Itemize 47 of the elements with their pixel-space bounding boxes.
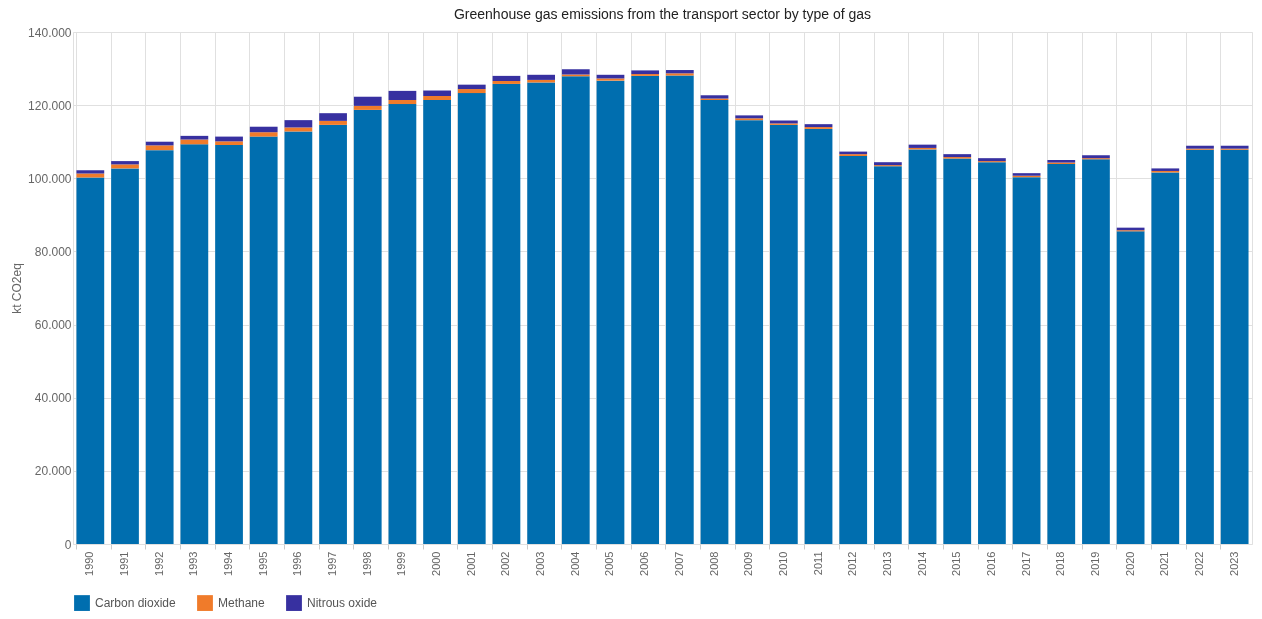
x-tick-label: 2001 — [464, 551, 477, 576]
x-tick-label: 1993 — [187, 551, 200, 576]
x-tick-label: 1994 — [222, 551, 235, 576]
y-axis-title: kt CO2eq — [10, 263, 25, 314]
x-tick-label: 1992 — [152, 551, 165, 576]
x-tick-label: 2022 — [1192, 551, 1205, 576]
x-tick-label: 2004 — [568, 551, 581, 576]
x-tick-label: 2023 — [1227, 551, 1240, 576]
legend-label: Nitrous oxide — [307, 596, 378, 611]
x-tick-label: 2006 — [638, 551, 651, 576]
y-tick-label: 20.000 — [34, 464, 72, 479]
x-tick-label: 2016 — [984, 551, 997, 576]
x-tick-label: 2013 — [880, 551, 893, 576]
y-tick-label: 120.000 — [28, 98, 72, 113]
legend-label: Carbon dioxide — [95, 596, 177, 611]
x-tick-label: 2005 — [603, 551, 616, 576]
x-tick-label: 2017 — [1019, 551, 1032, 576]
y-tick-label: 80.000 — [34, 244, 72, 259]
y-tick-label: 40.000 — [34, 391, 72, 406]
x-tick-label: 2012 — [846, 551, 859, 576]
x-tick-label: 2002 — [499, 551, 512, 576]
x-tick-label: 2007 — [672, 551, 685, 576]
x-tick-label: 2010 — [776, 551, 789, 576]
x-tick-label: 2021 — [1158, 551, 1171, 576]
x-tick-label: 2014 — [915, 551, 928, 576]
x-tick-label: 2019 — [1088, 551, 1101, 576]
x-tick-label: 2018 — [1054, 551, 1067, 576]
x-tick-label: 1998 — [360, 551, 373, 576]
x-tick-label: 2003 — [534, 551, 547, 576]
x-tick-label: 2020 — [1123, 551, 1136, 576]
legend-label: Methane — [218, 596, 266, 611]
y-tick-label: 60.000 — [34, 318, 72, 333]
y-tick-label: 0 — [64, 537, 72, 552]
x-tick-label: 1990 — [83, 551, 96, 576]
chart-title: Greenhouse gas emissions from the transport sector by type of gas — [453, 6, 872, 22]
x-tick-label: 1996 — [291, 551, 304, 576]
x-tick-label: 1997 — [326, 551, 339, 576]
x-tick-label: 1995 — [256, 551, 269, 576]
y-tick-label: 100.000 — [28, 171, 72, 186]
x-tick-label: 2011 — [811, 551, 824, 576]
x-tick-label: 2008 — [707, 551, 720, 576]
x-tick-label: 2009 — [742, 551, 755, 576]
x-tick-label: 2000 — [430, 551, 443, 576]
x-tick-label: 1991 — [118, 551, 131, 576]
x-tick-label: 1999 — [395, 551, 408, 576]
x-tick-label: 2015 — [950, 551, 963, 576]
y-tick-label: 140.000 — [28, 25, 72, 40]
